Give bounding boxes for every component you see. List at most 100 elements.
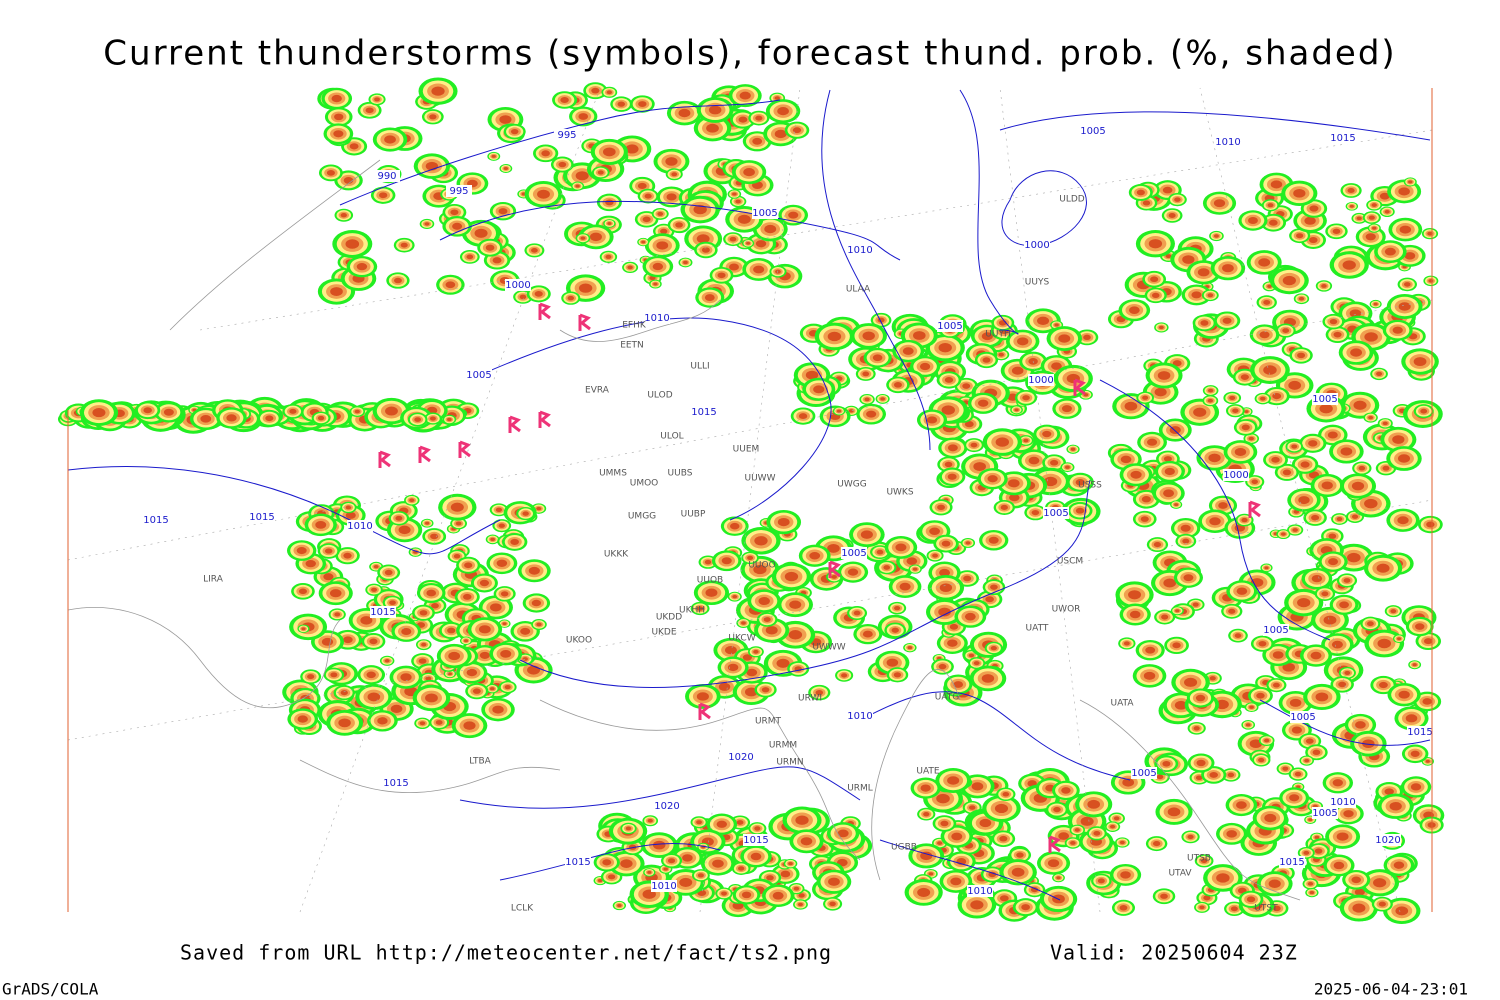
shade-blob <box>1321 481 1333 490</box>
shade-blob <box>1397 516 1409 525</box>
shade-blob <box>1428 279 1434 283</box>
shade-blob <box>671 172 678 177</box>
shade-blob <box>696 234 710 244</box>
shade-blob <box>675 222 683 228</box>
shade-blob <box>990 584 998 590</box>
shade-blob <box>666 193 677 201</box>
shade-blob <box>746 241 751 245</box>
shade-blob <box>774 96 780 100</box>
shade-blob <box>716 820 728 828</box>
shade-blob <box>1249 705 1254 709</box>
shade-blob <box>496 559 508 567</box>
shade-blob <box>1147 438 1158 446</box>
shade-blob <box>1323 615 1337 625</box>
shade-blob <box>429 114 437 120</box>
shade-blob <box>737 866 745 871</box>
shade-blob <box>739 91 751 100</box>
shade-blob <box>800 837 813 846</box>
shade-blob <box>653 282 658 286</box>
shade-blob <box>1192 602 1199 607</box>
shade-blob <box>1333 331 1342 338</box>
shade-blob <box>1167 807 1181 817</box>
shade-blob <box>365 107 374 114</box>
shade-blob <box>1332 228 1341 234</box>
shade-blob <box>652 840 666 850</box>
shade-blob <box>965 541 971 545</box>
shade-blob <box>1309 891 1315 895</box>
shade-blob <box>400 673 412 682</box>
shade-blob <box>758 597 770 606</box>
shade-blob <box>1376 563 1390 573</box>
shade-blob <box>1298 496 1310 505</box>
shade-blob <box>528 566 540 575</box>
shade-blob <box>1382 421 1388 426</box>
shade-blob <box>1014 408 1019 412</box>
shade-blob <box>1351 481 1365 491</box>
shade-blob <box>998 352 1004 357</box>
shade-blob <box>1002 791 1010 797</box>
shade-blob <box>1151 292 1160 298</box>
shade-blob <box>754 536 768 546</box>
shade-blob <box>1093 830 1101 836</box>
shade-blob <box>679 877 693 887</box>
shade-blob <box>1328 533 1337 539</box>
shade-blob <box>973 661 980 666</box>
shade-blob <box>1300 461 1310 468</box>
shade-blob <box>374 97 380 102</box>
shade-blob <box>1260 396 1266 401</box>
shade-blob <box>356 263 368 271</box>
shade-blob <box>500 649 512 658</box>
shade-blob <box>1291 726 1302 734</box>
shade-blob <box>937 841 943 845</box>
shade-blob <box>1152 841 1161 847</box>
shade-blob <box>379 192 388 199</box>
shade-blob <box>589 232 602 242</box>
shade-blob <box>1403 282 1411 287</box>
shade-blob <box>1161 614 1169 620</box>
shade-blob <box>605 254 612 259</box>
shade-blob <box>937 504 945 511</box>
shade-blob <box>741 891 752 899</box>
shade-blob <box>917 887 931 897</box>
shade-blob <box>919 362 931 371</box>
shade-blob <box>761 687 770 693</box>
shade-blob <box>1160 893 1168 899</box>
shade-blob <box>792 127 802 134</box>
shade-blob <box>847 568 859 576</box>
shade-blob <box>1097 878 1105 884</box>
shade-blob <box>502 622 507 626</box>
shade-blob <box>1384 247 1396 256</box>
shade-blob <box>789 600 802 609</box>
shade-blob <box>503 166 509 171</box>
shade-blob <box>732 192 737 196</box>
shade-blob <box>1230 906 1238 912</box>
shade-blob <box>657 211 664 216</box>
shade-blob <box>1042 430 1052 438</box>
shade-blob <box>1399 225 1412 234</box>
shade-blob <box>578 283 593 293</box>
shade-blob <box>862 630 873 638</box>
shade-blob <box>1141 496 1151 503</box>
shade-blob <box>866 410 877 418</box>
shade-blob <box>938 343 952 353</box>
shade-blob <box>1207 398 1214 403</box>
shade-blob <box>354 409 360 414</box>
shade-blob <box>541 150 550 157</box>
shade-blob <box>999 835 1008 842</box>
shade-blob <box>797 902 803 907</box>
shade-blob <box>1308 440 1318 447</box>
shade-blob <box>414 417 421 422</box>
shade-blob <box>537 189 550 199</box>
shade-blob <box>1207 293 1214 298</box>
shade-blob <box>1113 816 1120 821</box>
shade-blob <box>744 687 758 697</box>
shade-blob <box>498 523 505 528</box>
shade-blob <box>920 784 931 792</box>
shade-blob <box>1182 538 1190 544</box>
shade-blob <box>522 657 528 661</box>
shade-blob <box>323 573 334 581</box>
shade-blob <box>841 673 848 678</box>
shade-blob <box>774 129 787 139</box>
shade-blob <box>1332 779 1343 787</box>
